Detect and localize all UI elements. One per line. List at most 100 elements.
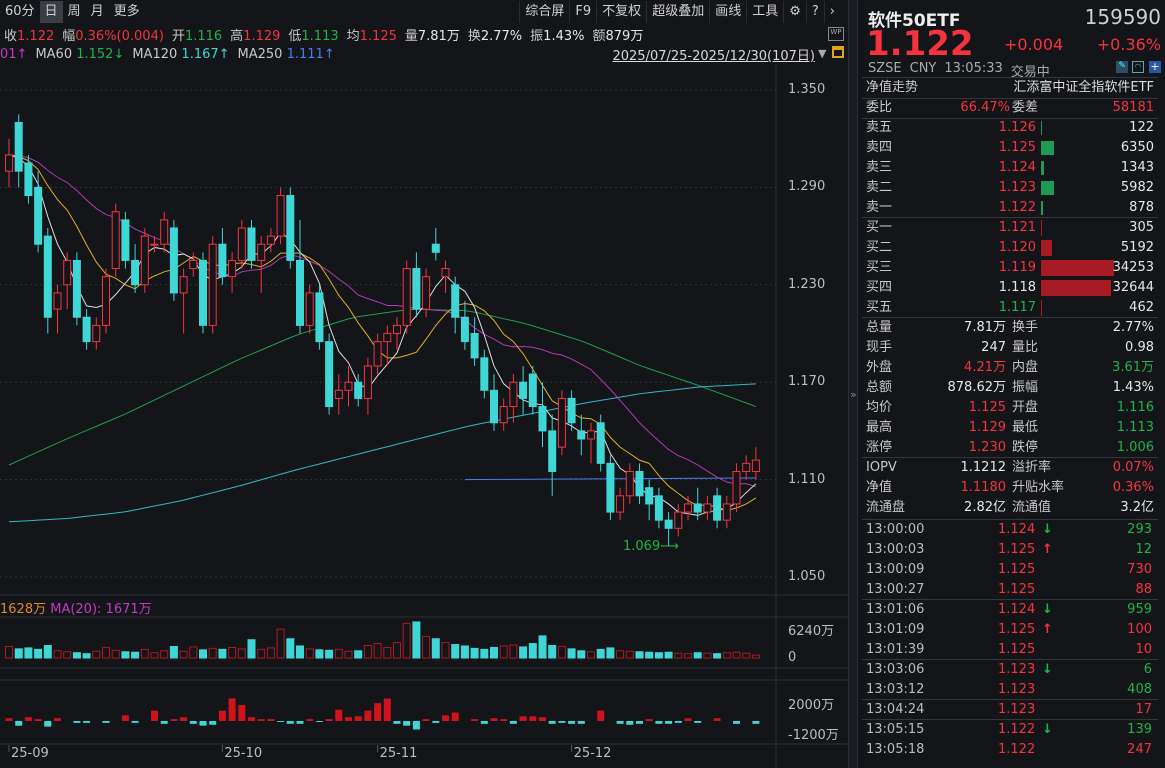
candle[interactable]: [567, 397, 576, 424]
candle[interactable]: [528, 373, 537, 408]
candlestick-chart[interactable]: [0, 64, 848, 768]
candle[interactable]: [460, 316, 469, 343]
candle[interactable]: [5, 154, 13, 172]
candle[interactable]: [722, 503, 731, 521]
candle[interactable]: [451, 284, 460, 318]
help-icon[interactable]: ?: [805, 1, 824, 23]
candle[interactable]: [199, 259, 207, 326]
range-dropdown-icon[interactable]: ▼: [818, 47, 827, 60]
edit-icon[interactable]: ✎: [1116, 61, 1128, 73]
candle[interactable]: [635, 470, 644, 497]
toolbar-button[interactable]: 画线: [709, 1, 746, 23]
period-tab[interactable]: 日: [39, 1, 63, 23]
candle[interactable]: [654, 495, 663, 521]
period-tab[interactable]: 周: [67, 4, 81, 19]
candle[interactable]: [393, 324, 401, 334]
candle[interactable]: [208, 243, 217, 326]
trade-row[interactable]: 13:00:00 1.124 ↓ 293: [858, 520, 1158, 540]
candle[interactable]: [286, 195, 295, 261]
trade-row[interactable]: 13:05:18 1.122 247: [858, 740, 1158, 760]
candle[interactable]: [548, 430, 557, 472]
candle[interactable]: [577, 430, 586, 440]
candle[interactable]: [587, 430, 595, 440]
candle[interactable]: [402, 268, 411, 326]
trade-row[interactable]: 13:05:15 1.122 ↓ 139: [858, 720, 1158, 740]
candle[interactable]: [470, 332, 479, 359]
candle[interactable]: [732, 470, 741, 505]
chevron-right-icon[interactable]: ›: [823, 1, 840, 23]
candle[interactable]: [703, 503, 712, 513]
candle[interactable]: [325, 341, 334, 408]
toolbar-button[interactable]: 超级叠加: [646, 1, 709, 23]
candle[interactable]: [664, 519, 673, 529]
candle[interactable]: [441, 268, 450, 278]
expand-icon[interactable]: »: [850, 388, 857, 401]
candle[interactable]: [363, 365, 372, 399]
candle[interactable]: [82, 316, 91, 343]
toolbar-button[interactable]: 工具: [746, 1, 783, 23]
candle[interactable]: [14, 121, 23, 172]
candle[interactable]: [616, 495, 625, 513]
trade-row[interactable]: 13:03:12 1.123 408: [858, 680, 1158, 700]
candle[interactable]: [257, 243, 266, 261]
candle[interactable]: [179, 276, 188, 294]
gear-icon[interactable]: ⚙: [783, 1, 806, 23]
trade-row[interactable]: 13:00:09 1.125 730: [858, 560, 1158, 580]
toolbar-button[interactable]: 不复权: [596, 1, 646, 23]
candle[interactable]: [557, 397, 566, 448]
candle[interactable]: [247, 227, 256, 261]
nav-trend-row[interactable]: 净值走势 汇添富中证全指软件ETF: [858, 78, 1158, 98]
candle[interactable]: [373, 341, 382, 367]
candle[interactable]: [751, 459, 760, 472]
add-icon[interactable]: +: [1149, 60, 1161, 73]
candle[interactable]: [596, 422, 605, 464]
trade-row[interactable]: 13:00:27 1.125 88: [858, 580, 1158, 600]
candle[interactable]: [266, 235, 275, 245]
candle[interactable]: [131, 259, 140, 286]
period-tab[interactable]: 月: [90, 4, 104, 19]
candle[interactable]: [305, 292, 314, 326]
candle[interactable]: [625, 470, 634, 497]
trade-row[interactable]: 13:03:06 1.123 ↓ 6: [858, 660, 1158, 680]
candle[interactable]: [480, 357, 489, 391]
period-tab[interactable]: 60分: [5, 4, 35, 19]
date-range-selector[interactable]: 2025/07/25-2025/12/30(107日): [612, 49, 815, 64]
candle[interactable]: [538, 406, 547, 432]
candle[interactable]: [334, 389, 343, 399]
candle[interactable]: [509, 381, 518, 408]
panel-splitter[interactable]: »: [848, 0, 858, 768]
candle[interactable]: [431, 243, 440, 253]
candle[interactable]: [383, 332, 392, 343]
candle[interactable]: [169, 227, 178, 294]
candle[interactable]: [296, 259, 304, 326]
alert-icon[interactable]: ◠: [1132, 61, 1144, 73]
candle[interactable]: [140, 235, 149, 286]
candle[interactable]: [121, 219, 130, 261]
candle[interactable]: [674, 511, 683, 529]
wp-icon[interactable]: WP: [828, 27, 844, 41]
candle[interactable]: [693, 503, 702, 513]
candle[interactable]: [237, 227, 246, 261]
candle[interactable]: [43, 235, 52, 318]
nav-trend-link[interactable]: 净值走势: [866, 80, 919, 95]
candle[interactable]: [645, 487, 654, 505]
toolbar-button[interactable]: F9: [569, 1, 596, 23]
candle[interactable]: [684, 503, 692, 513]
candle[interactable]: [713, 495, 722, 521]
candle[interactable]: [92, 324, 101, 343]
toolbar-button[interactable]: 综合屏: [519, 1, 569, 23]
trade-row[interactable]: 13:01:09 1.125 ↑ 100: [858, 620, 1158, 640]
candle[interactable]: [189, 259, 198, 270]
candle[interactable]: [160, 219, 169, 245]
candle[interactable]: [72, 259, 81, 318]
candle[interactable]: [228, 259, 237, 278]
candle[interactable]: [34, 186, 43, 245]
trade-row[interactable]: 13:01:39 1.125 10: [858, 640, 1158, 660]
candle[interactable]: [53, 292, 62, 310]
candle[interactable]: [218, 243, 227, 278]
candle[interactable]: [606, 462, 615, 513]
candle[interactable]: [490, 389, 498, 424]
candle[interactable]: [422, 276, 431, 310]
candle[interactable]: [315, 292, 324, 343]
lock-icon[interactable]: [832, 46, 844, 58]
